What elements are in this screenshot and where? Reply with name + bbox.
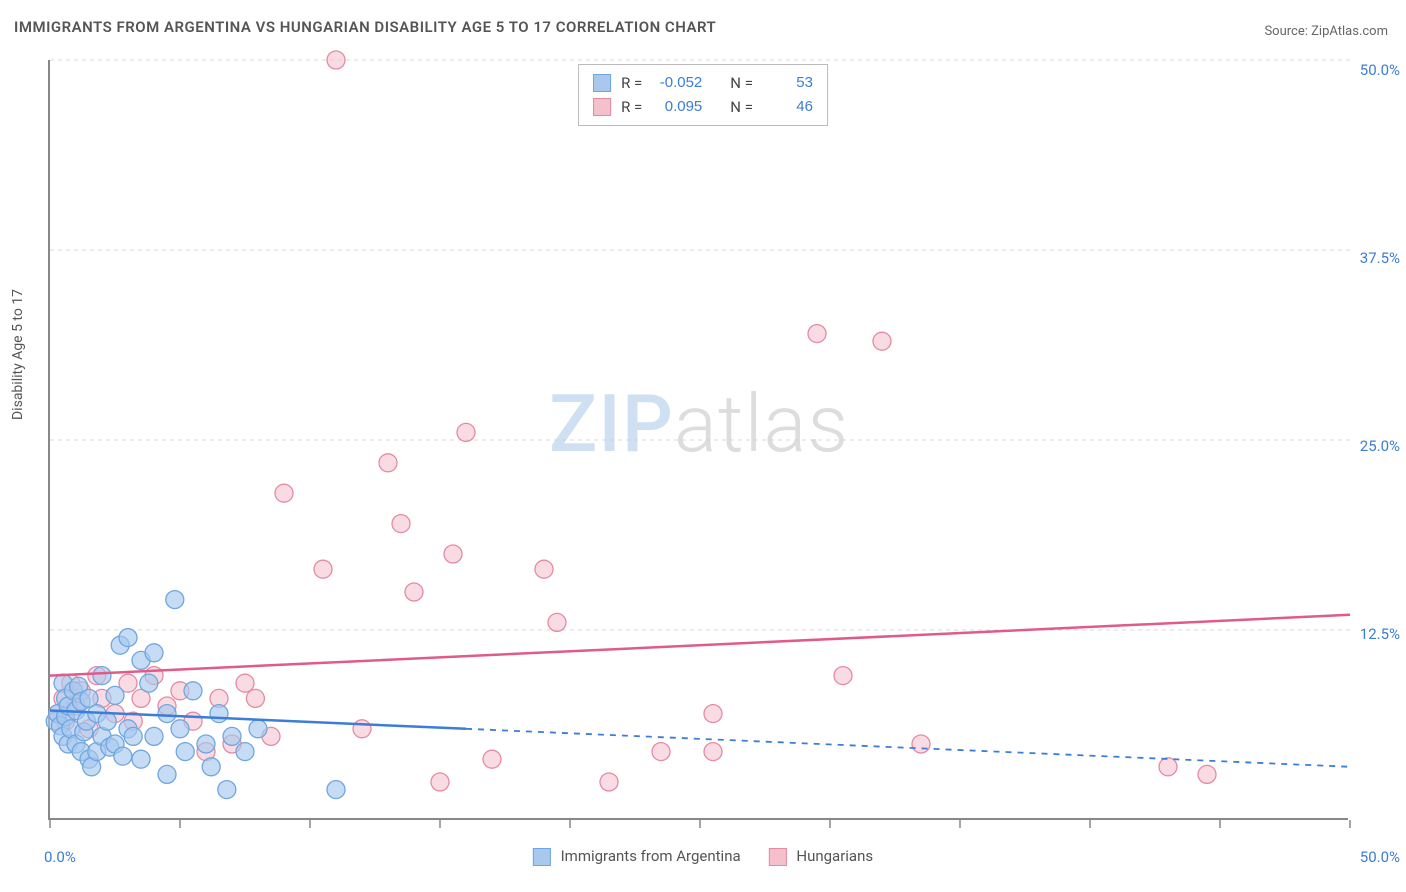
n-label-2: N = [730,95,753,119]
legend-bottom-swatch-pink [769,848,787,866]
xtick-min: 0.0% [44,848,76,866]
ytick-25: 25.0% [1360,437,1400,455]
n-label: N = [730,71,753,95]
legend-swatch-pink [593,98,611,116]
legend-bottom: Immigrants from Argentina Hungarians [533,847,873,866]
plot-area: ZIPatlas [48,60,1348,820]
legend-bottom-label-pink: Hungarians [796,847,873,865]
chart-container: IMMIGRANTS FROM ARGENTINA VS HUNGARIAN D… [0,0,1406,892]
legend-swatch-blue [593,74,611,92]
chart-title: IMMIGRANTS FROM ARGENTINA VS HUNGARIAN D… [14,18,716,36]
source-attribution: Source: ZipAtlas.com [1264,24,1388,39]
r-value-pink: 0.095 [652,95,702,119]
source-link[interactable]: ZipAtlas.com [1311,24,1388,39]
legend-item-blue: Immigrants from Argentina [533,847,741,866]
y-axis-label: Disability Age 5 to 17 [10,289,26,420]
ytick-12: 12.5% [1360,625,1400,643]
r-label: R = [621,71,642,95]
plot-svg [50,60,1350,820]
legend-bottom-label-blue: Immigrants from Argentina [561,847,741,865]
source-label: Source: [1264,24,1307,39]
xtick-max: 50.0% [1360,848,1400,866]
ytick-37: 37.5% [1360,249,1400,267]
legend-stats-row-pink: R = 0.095 N = 46 [593,95,813,119]
n-value-pink: 46 [763,95,813,119]
legend-bottom-swatch-blue [533,848,551,866]
legend-stats-row-blue: R = -0.052 N = 53 [593,71,813,95]
ytick-50: 50.0% [1360,61,1400,79]
r-label-2: R = [621,95,642,119]
r-value-blue: -0.052 [652,71,702,95]
legend-stats-box: R = -0.052 N = 53 R = 0.095 N = 46 [578,64,828,126]
legend-item-pink: Hungarians [769,847,874,866]
n-value-blue: 53 [763,71,813,95]
